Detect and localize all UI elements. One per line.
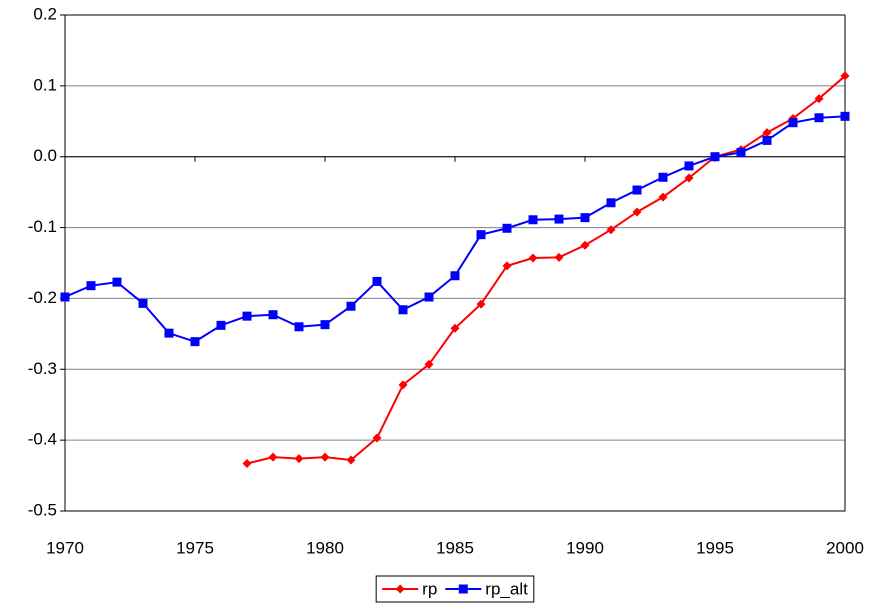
y-tick-label: 0.2 bbox=[33, 4, 57, 23]
data-point bbox=[294, 454, 304, 464]
data-point bbox=[242, 311, 252, 321]
x-tick-label: 1975 bbox=[176, 538, 214, 557]
data-point bbox=[736, 147, 746, 157]
data-point bbox=[684, 161, 694, 171]
legend-label: rp_alt bbox=[485, 579, 528, 598]
data-point bbox=[554, 214, 564, 224]
data-point bbox=[632, 185, 642, 195]
data-point bbox=[372, 276, 382, 286]
data-point bbox=[814, 94, 824, 104]
data-point bbox=[60, 292, 70, 302]
data-point bbox=[450, 323, 460, 333]
data-point bbox=[606, 198, 616, 208]
data-point bbox=[86, 281, 96, 291]
data-point bbox=[658, 172, 668, 182]
x-tick-label: 1995 bbox=[696, 538, 734, 557]
data-point bbox=[658, 192, 668, 202]
data-point bbox=[450, 271, 460, 281]
y-tick-label: -0.5 bbox=[28, 500, 57, 519]
legend-item: rp bbox=[382, 579, 437, 598]
data-point bbox=[268, 452, 278, 462]
data-point bbox=[320, 320, 330, 330]
data-point bbox=[762, 135, 772, 145]
data-point bbox=[346, 301, 356, 311]
plot-area bbox=[64, 14, 846, 512]
legend: rp rp_alt bbox=[375, 575, 535, 603]
x-tick-label: 1970 bbox=[46, 538, 84, 557]
data-point bbox=[840, 111, 850, 121]
data-point bbox=[528, 215, 538, 225]
data-point bbox=[424, 359, 434, 369]
data-point bbox=[710, 152, 720, 162]
data-point bbox=[216, 320, 226, 330]
data-point bbox=[788, 118, 798, 128]
x-tick-label: 1980 bbox=[306, 538, 344, 557]
data-point bbox=[112, 277, 122, 287]
data-point bbox=[814, 113, 824, 123]
data-point bbox=[606, 225, 616, 235]
y-tick-label: -0.4 bbox=[28, 430, 57, 449]
data-point bbox=[242, 459, 252, 469]
y-tick-label: 0.1 bbox=[33, 75, 57, 94]
data-point bbox=[528, 253, 538, 263]
data-point bbox=[268, 310, 278, 320]
data-point bbox=[476, 299, 486, 309]
y-tick-label: -0.1 bbox=[28, 217, 57, 236]
y-tick-label: -0.3 bbox=[28, 359, 57, 378]
data-point bbox=[632, 207, 642, 217]
data-point bbox=[190, 337, 200, 347]
y-tick-label: -0.2 bbox=[28, 288, 57, 307]
legend-item: rp_alt bbox=[445, 579, 528, 598]
x-tick-label: 1990 bbox=[566, 538, 604, 557]
legend-marker bbox=[458, 584, 468, 594]
data-point bbox=[320, 452, 330, 462]
y-tick-label: 0.0 bbox=[33, 146, 57, 165]
x-tick-label: 2000 bbox=[826, 538, 864, 557]
data-point bbox=[580, 240, 590, 250]
data-point bbox=[138, 298, 148, 308]
data-point bbox=[840, 71, 850, 81]
series-line bbox=[246, 75, 846, 465]
series-line bbox=[64, 115, 846, 343]
x-tick-label: 1985 bbox=[436, 538, 474, 557]
data-point bbox=[398, 305, 408, 315]
data-point bbox=[502, 261, 512, 271]
data-point bbox=[554, 252, 564, 262]
data-point bbox=[580, 213, 590, 223]
data-point bbox=[424, 292, 434, 302]
data-point bbox=[372, 433, 382, 443]
data-point bbox=[502, 223, 512, 233]
data-point bbox=[294, 322, 304, 332]
data-point bbox=[398, 380, 408, 390]
legend-label: rp bbox=[422, 579, 437, 598]
data-point bbox=[164, 328, 174, 338]
data-point bbox=[476, 230, 486, 240]
data-point bbox=[684, 173, 694, 183]
data-point bbox=[762, 128, 772, 138]
legend-marker bbox=[395, 584, 405, 594]
data-point bbox=[346, 455, 356, 465]
